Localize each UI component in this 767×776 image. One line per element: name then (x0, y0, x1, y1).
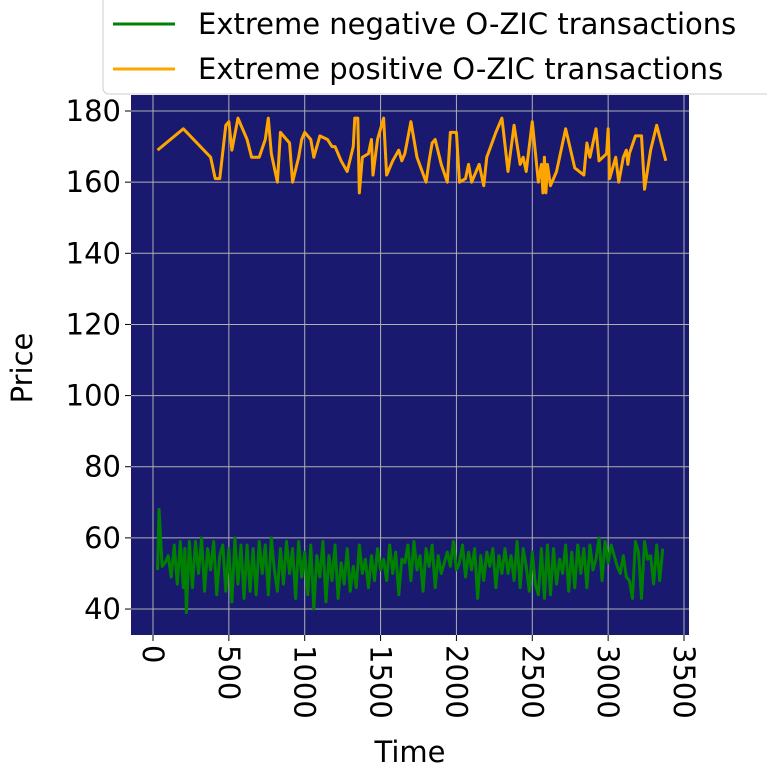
x-axis-label: Time (374, 735, 446, 769)
x-tick-label: 0 (136, 645, 170, 663)
x-tick-label: 3500 (667, 645, 701, 719)
y-tick-label: 60 (84, 521, 121, 555)
x-tick-label: 2000 (439, 645, 473, 719)
x-tick-label: 3000 (591, 645, 625, 719)
y-tick-label: 120 (66, 307, 121, 341)
lines (156, 116, 668, 615)
legend-box (102, 0, 767, 95)
x-tick-label: 2500 (515, 645, 549, 719)
y-tick-label: 40 (84, 592, 121, 626)
series-line (156, 116, 668, 195)
x-tick-label: 1000 (288, 645, 322, 719)
legend-label: Extreme positive O-ZIC transactions (198, 52, 723, 86)
ticks: 40 60 80 100 120 140 160 180 0 500 1000 1500 2000 250… (66, 94, 701, 719)
y-tick-label: 160 (66, 165, 121, 199)
y-axis-label: Price (5, 333, 39, 404)
x-tick-label: 500 (212, 645, 246, 700)
y-tick-label: 100 (66, 379, 121, 413)
legend-label: Extreme negative O-ZIC transactions (198, 7, 736, 41)
grid (131, 95, 689, 635)
legend: Extreme negative O-ZIC transactions Extre… (102, 0, 767, 95)
y-tick-label: 180 (66, 94, 121, 128)
y-tick-label: 140 (66, 236, 121, 270)
y-tick-label: 80 (84, 450, 121, 484)
x-tick-label: 1500 (364, 645, 398, 719)
series-line (156, 507, 665, 615)
